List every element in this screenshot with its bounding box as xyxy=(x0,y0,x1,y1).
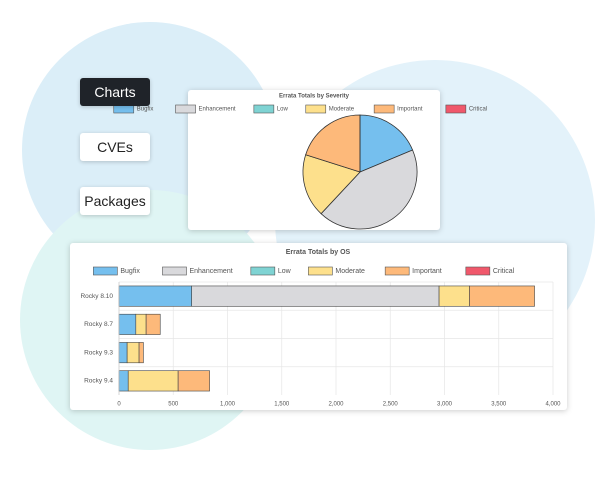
x-tick-label: 2,000 xyxy=(328,402,344,408)
y-tick-label: Rocky 8.10 xyxy=(80,293,113,300)
pie-chart: Errata Totals by Severity Bugfix Enhanceme… xyxy=(113,94,487,230)
legend-swatch xyxy=(465,266,491,276)
legend-label: Critical xyxy=(469,107,487,113)
x-tick-label: 3,000 xyxy=(437,402,453,408)
legend-label: Moderate xyxy=(329,107,355,113)
bar-segment xyxy=(138,342,144,364)
legend-label: Important xyxy=(397,107,423,113)
bar-segment xyxy=(135,313,147,335)
bar-segment xyxy=(438,285,470,307)
x-tick-label: 1,500 xyxy=(274,402,290,408)
legend-swatch xyxy=(93,266,118,276)
bar-segment xyxy=(177,370,210,392)
nav-button[interactable]: Packages xyxy=(80,187,150,215)
legend-label: Enhancement xyxy=(189,268,232,275)
pie-slice xyxy=(302,154,361,215)
legend-swatch xyxy=(253,104,275,114)
x-tick-label: 500 xyxy=(168,402,179,408)
legend-swatch xyxy=(113,104,135,114)
legend-label: Important xyxy=(412,268,442,275)
legend-label: Enhancement xyxy=(199,107,236,113)
pie-slice xyxy=(305,114,361,173)
bar-segment xyxy=(469,285,535,307)
x-tick-label: 1,000 xyxy=(220,402,236,408)
x-tick-label: 4,000 xyxy=(545,402,561,408)
pie-slice xyxy=(320,149,418,230)
pie-slice xyxy=(359,114,414,173)
bar-segment xyxy=(118,370,129,392)
y-tick-label: Rocky 8.7 xyxy=(84,321,113,328)
y-tick-label: Rocky 9.3 xyxy=(84,349,113,356)
bar-card xyxy=(70,243,567,410)
legend-swatch xyxy=(308,266,333,276)
bar-segment xyxy=(118,313,137,335)
legend-swatch xyxy=(384,266,410,276)
bar-segment xyxy=(127,370,179,392)
y-tick-label: Rocky 9.4 xyxy=(84,378,113,385)
bar-segment xyxy=(145,313,161,335)
legend-label: Bugfix xyxy=(137,107,154,113)
nav-button[interactable]: CVEs xyxy=(80,133,150,161)
bar-segment xyxy=(118,342,128,364)
legend-label: Moderate xyxy=(335,268,365,275)
legend-label: Low xyxy=(277,107,289,113)
bar-chart: Errata Totals by OS Bugfix Enhancement Low M… xyxy=(80,249,561,408)
legend-swatch xyxy=(373,104,395,114)
legend-label: Low xyxy=(278,268,292,275)
legend-swatch xyxy=(305,104,327,114)
chart-title: Errata Totals by Severity xyxy=(279,94,350,100)
bar-segment xyxy=(191,285,440,307)
chart-title: Errata Totals by OS xyxy=(286,249,351,256)
x-tick-label: 2,500 xyxy=(383,402,399,408)
legend-label: Critical xyxy=(493,268,515,275)
nav-button[interactable]: Charts xyxy=(80,78,150,106)
legend-swatch xyxy=(175,104,196,114)
legend-swatch xyxy=(250,266,276,276)
legend-label: Bugfix xyxy=(120,268,140,275)
bar-segment xyxy=(118,285,192,307)
x-tick-label: 3,500 xyxy=(491,402,507,408)
legend-swatch xyxy=(162,266,187,276)
bar-segment xyxy=(126,342,140,364)
legend-swatch xyxy=(445,104,467,114)
x-tick-label: 0 xyxy=(117,402,121,408)
